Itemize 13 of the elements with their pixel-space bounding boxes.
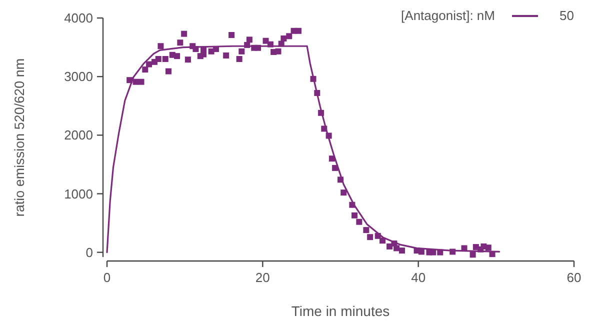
legend-label: 50 [560, 8, 574, 23]
y-tick-label: 4000 [64, 10, 93, 26]
x-axis-title: Time in minutes [291, 303, 390, 319]
x-tick-label: 40 [411, 270, 426, 285]
y-tick-label: 0 [86, 244, 93, 260]
y-tick-label: 2000 [64, 128, 93, 143]
x-tick-label: 0 [103, 270, 111, 285]
y-axis-title: ratio emission 520/620 nm [12, 58, 27, 217]
y-tick-label: 1000 [64, 186, 93, 202]
x-tick-label: 60 [566, 270, 582, 285]
x-tick-label: 20 [255, 270, 270, 285]
legend-title: [Antagonist]: nM [401, 8, 495, 23]
y-tick-label: 3000 [64, 69, 93, 84]
